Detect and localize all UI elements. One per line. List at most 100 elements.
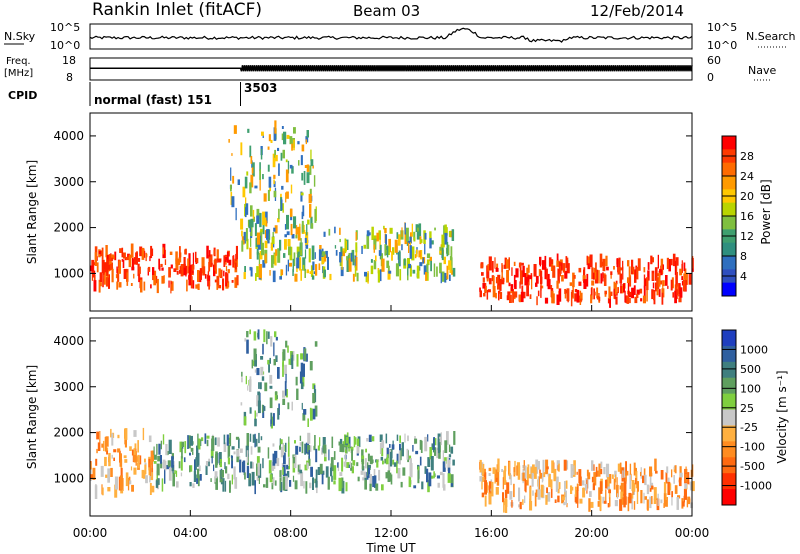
range-cell (442, 450, 444, 461)
range-cell (660, 499, 663, 504)
range-cell (662, 285, 664, 290)
range-cell (444, 440, 448, 453)
colorbar-tick-label: 12 (740, 230, 754, 243)
range-cell (246, 450, 249, 463)
range-cell (631, 494, 634, 499)
range-cell (544, 267, 547, 280)
range-cell (257, 462, 260, 476)
range-cell (674, 485, 678, 494)
range-cell (224, 258, 227, 263)
range-cell (255, 438, 258, 447)
range-cell (534, 492, 537, 507)
range-cell (254, 433, 256, 448)
range-cell (284, 364, 287, 375)
range-cell (444, 232, 448, 245)
range-cell (498, 290, 500, 301)
range-cell (161, 478, 164, 492)
range-cell (608, 489, 611, 494)
range-cell (253, 331, 257, 341)
range-cell (505, 259, 509, 269)
range-cell (622, 283, 624, 294)
range-cell (229, 480, 231, 493)
range-cell (294, 440, 296, 444)
range-cell (531, 472, 534, 487)
range-cell (371, 459, 374, 464)
range-cell (318, 263, 321, 270)
range-cell (618, 257, 621, 268)
range-cell (504, 257, 507, 267)
range-cell (396, 453, 399, 464)
colorbar-swatch (722, 473, 736, 490)
range-cell (231, 474, 233, 485)
range-cell (133, 273, 135, 279)
range-cell (277, 248, 281, 263)
range-cell (565, 480, 568, 489)
range-cell (514, 280, 517, 290)
range-cell (540, 484, 544, 498)
range-cell (605, 463, 610, 478)
range-cell (183, 257, 186, 268)
range-cell (282, 398, 286, 405)
range-cell (116, 268, 120, 274)
range-cell (313, 175, 316, 187)
range-cell (442, 473, 445, 488)
range-cell (636, 293, 639, 298)
range-cell (274, 391, 278, 401)
range-cell (382, 460, 384, 465)
range-cell (186, 279, 188, 292)
range-cell (367, 271, 369, 284)
range-cell (250, 233, 252, 247)
range-cell (676, 497, 679, 510)
range-cell (130, 283, 133, 286)
range-cell (691, 464, 694, 477)
range-cell (427, 457, 431, 467)
range-cell (215, 454, 218, 468)
range-cell (599, 496, 602, 511)
range-cell (416, 225, 420, 240)
range-cell (303, 230, 306, 233)
range-cell (678, 283, 680, 297)
range-cell (557, 268, 560, 283)
range-cell (411, 246, 415, 261)
colorbar-swatch (722, 176, 736, 190)
colorbar-swatch (722, 242, 736, 257)
range-cell (394, 239, 398, 253)
range-cell (252, 162, 255, 177)
range-cell (256, 395, 259, 407)
range-cell (170, 281, 172, 285)
range-cell (494, 469, 498, 482)
range-cell (685, 466, 687, 473)
range-cell (398, 450, 401, 465)
range-cell (248, 473, 251, 487)
range-cell (355, 232, 357, 241)
range-cell (197, 270, 200, 282)
range-cell (272, 153, 276, 168)
range-cell (673, 465, 675, 470)
range-cell (327, 476, 330, 490)
range-cell (252, 462, 254, 469)
range-cell (401, 442, 404, 457)
range-cell (205, 465, 208, 475)
range-cell (388, 238, 391, 253)
range-cell (501, 263, 503, 273)
range-cell (323, 269, 326, 278)
range-cell (191, 264, 194, 276)
range-cell (231, 446, 235, 450)
range-cell (319, 245, 322, 250)
range-cell (340, 267, 344, 277)
range-cell (153, 446, 155, 455)
range-cell (308, 445, 312, 452)
range-cell (596, 287, 599, 299)
range-cell (308, 458, 311, 466)
range-cell (274, 149, 276, 158)
range-cell (114, 251, 117, 261)
range-cell (282, 203, 284, 213)
range-cell (240, 142, 243, 156)
range-cell (488, 493, 492, 505)
range-cell (273, 359, 276, 366)
range-cell (109, 261, 112, 264)
range-cell (681, 276, 684, 281)
range-cell (323, 444, 327, 454)
colorbar-swatch (722, 330, 736, 347)
range-cell (263, 193, 267, 202)
